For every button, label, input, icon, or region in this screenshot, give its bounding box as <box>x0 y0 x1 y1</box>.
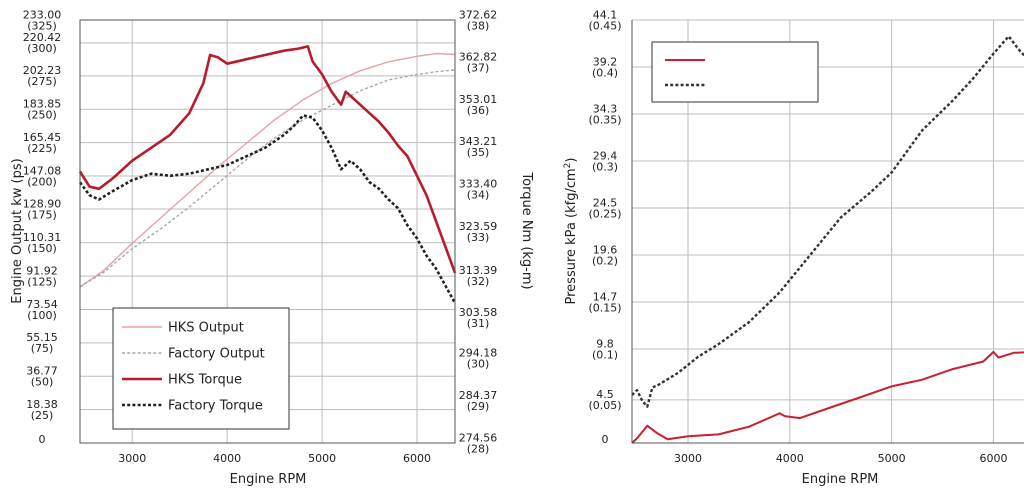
chart1-left-tick-label: 73.54 (100) <box>26 298 58 322</box>
chart2-y-tick-label: 39.2 (0.4) <box>592 55 618 79</box>
chart2-x-tick-label: 3000 <box>674 452 702 465</box>
chart1-series-line <box>79 69 456 288</box>
chart2-x-tick-label: 4000 <box>776 452 804 465</box>
chart2-y-tick-label: 24.5 (0.25) <box>588 196 621 220</box>
chart1-left-axis-ticks: 0 18.38 (25) 36.77 (50) 55.15 (75) 73.54 (100) 91… <box>23 8 62 446</box>
chart2-x-axis-ticks: 3000 4000 5000 6000 <box>674 452 1007 465</box>
chart1-left-tick-label: 110.31 (150) <box>23 231 62 255</box>
chart1-right-axis-label: Torque Nm (kg-m) <box>519 171 534 289</box>
chart1-x-tick-label: 6000 <box>403 452 431 465</box>
chart2-y-tick-label: 4.5 (0.05) <box>588 388 621 412</box>
chart1-right-tick-label: 284.37 (29) <box>459 389 498 413</box>
chart2-y-axis-label: Pressure kPa (kfg/cm2) <box>563 158 579 305</box>
chart2-x-tick-label: 6000 <box>979 452 1007 465</box>
chart1-right-tick-label: 294.18 (30) <box>459 347 498 371</box>
chart1-right-tick-label: 313.39 (32) <box>459 264 498 288</box>
chart1-left-tick-label: 55.15 (75) <box>26 331 58 355</box>
chart1-plot-frame <box>79 19 456 444</box>
chart1-right-tick-label: 362.82 (37) <box>459 51 498 75</box>
chart1-legend-label: HKS Output <box>168 321 244 336</box>
chart2-y-tick-label: 9.8 (0.1) <box>592 337 618 361</box>
chart1-left-tick-label: 202.23 (275) <box>23 64 62 88</box>
chart1-legend: HKS Output Factory Output HKS Torque Factor… <box>112 307 290 430</box>
chart2-y-tick-label: 44.1 (0.45) <box>588 8 621 32</box>
chart1-series-line <box>79 52 456 288</box>
chart1-right-tick-label: 303.58 (31) <box>459 306 498 330</box>
chart2-series <box>631 35 1024 444</box>
chart1-legend-box <box>112 307 290 430</box>
chart1-series-line <box>78 45 457 274</box>
chart2-y-tick-label: 34.3 (0.35) <box>588 102 621 126</box>
chart1-left-tick-label: 183.85 (250) <box>23 98 62 122</box>
chart1-x-tick-label: 3000 <box>118 452 146 465</box>
chart2-legend-box <box>651 41 819 103</box>
chart1-legend-label: HKS Torque <box>168 373 242 388</box>
chart2-y-tick-label: 14.7 (0.15) <box>588 290 621 314</box>
chart1-right-tick-label: 372.62 (38) <box>459 8 498 32</box>
chart1-x-tick-label: 4000 <box>213 452 241 465</box>
chart1-right-tick-label: 274.56 (28) <box>459 431 498 455</box>
chart1-left-tick-label: 128.90 (175) <box>23 197 62 221</box>
chart2-series-line <box>631 350 1024 444</box>
chart2-y-tick-label: 19.6 (0.2) <box>592 243 618 267</box>
chart2-x-axis-label: Engine RPM <box>802 472 879 487</box>
chart2-x-tick-label: 5000 <box>878 452 906 465</box>
chart1-series <box>78 45 457 304</box>
chart1-legend-label: Factory Torque <box>168 399 263 414</box>
chart2-series-line <box>631 35 1024 408</box>
chart1-left-tick-label: 233.00 (325) <box>23 8 62 32</box>
chart1-right-tick-label: 323.59 (33) <box>459 220 498 244</box>
chart2-y-axis-ticks: 0 4.5 (0.05) 9.8 (0.1) 14.7 (0.15) 19.6 (0.2) 24.… <box>588 8 621 446</box>
chart1-x-axis-label: Engine RPM <box>230 472 307 487</box>
chart1-right-tick-label: 353.01 (36) <box>459 93 498 117</box>
chart1-left-tick-label: 18.38 (25) <box>26 398 58 422</box>
chart2-y-tick-label: 0 <box>602 433 609 446</box>
chart1-left-tick-label: 91.92 (125) <box>26 264 58 288</box>
output-torque-chart: 0 18.38 (25) 36.77 (50) 55.15 (75) 73.54 (100) 91… <box>10 8 534 487</box>
chart1-left-tick-label: 0 <box>39 433 46 446</box>
chart1-series-line <box>78 114 457 304</box>
pressure-chart: 0 4.5 (0.05) 9.8 (0.1) 14.7 (0.15) 19.6 (0.2) 24.… <box>563 8 1024 487</box>
chart1-x-axis-ticks: 3000 4000 5000 6000 <box>118 452 431 465</box>
chart1-right-axis-ticks: 274.56 (28) 284.37 (29) 294.18 (30) 303.58 (31)… <box>459 8 498 455</box>
chart1-left-tick-label: 36.77 (50) <box>26 365 58 389</box>
chart2-legend <box>651 41 819 103</box>
chart1-left-tick-label: 147.08 (200) <box>23 164 62 188</box>
chart1-left-tick-label: 220.42 (300) <box>23 31 62 55</box>
chart2-y-tick-label: 29.4 (0.3) <box>592 149 618 173</box>
chart1-right-tick-label: 343.21 (35) <box>459 135 498 159</box>
chart1-left-tick-label: 165.45 (225) <box>23 131 62 155</box>
chart1-legend-label: Factory Output <box>168 347 265 362</box>
chart1-left-axis-label: Engine Output kw (ps) <box>10 158 25 303</box>
chart1-x-tick-label: 5000 <box>308 452 336 465</box>
chart1-right-tick-label: 333.40 (34) <box>459 178 498 202</box>
